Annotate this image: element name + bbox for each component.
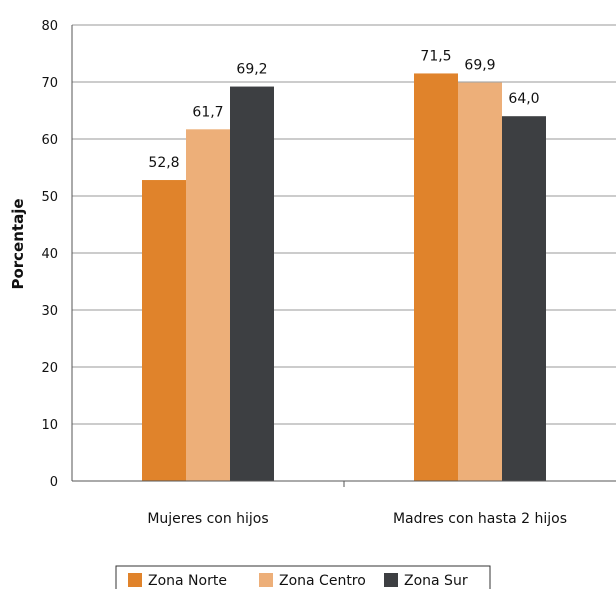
bar: [230, 86, 274, 481]
data-label: 61,7: [192, 104, 223, 120]
axes: [71, 25, 616, 487]
category-labels: Mujeres con hijos Madres con hasta 2 hijo…: [147, 511, 567, 527]
data-label: 69,2: [236, 62, 267, 78]
legend-swatch: [259, 573, 273, 587]
legend: Zona Norte Zona Centro Zona Sur: [115, 565, 491, 589]
y-tick-label: 20: [41, 361, 58, 376]
y-tick-label: 10: [41, 418, 58, 433]
data-label: 71,5: [420, 48, 451, 64]
y-axis-title: Porcentaje: [9, 198, 27, 289]
data-label: 64,0: [508, 91, 539, 107]
data-label: 69,9: [464, 58, 495, 74]
y-tick-label: 80: [41, 19, 58, 34]
y-tick-label: 40: [41, 247, 58, 262]
bar: [414, 73, 458, 481]
y-tick-label: 0: [50, 475, 58, 490]
y-tick-label: 60: [41, 133, 58, 148]
y-tick-label: 30: [41, 304, 58, 319]
bar: [502, 116, 546, 481]
data-labels: 52,8 61,7 69,2 71,5 69,9 64,0: [148, 48, 539, 171]
legend-label: Zona Norte: [148, 573, 227, 589]
data-label: 52,8: [148, 155, 179, 171]
bar: [142, 180, 186, 482]
bar: [186, 129, 230, 481]
category-label: Madres con hasta 2 hijos: [393, 511, 567, 527]
bar: [458, 82, 502, 481]
legend-label: Zona Sur: [404, 573, 468, 589]
category-label: Mujeres con hijos: [147, 511, 268, 527]
legend-swatch: [384, 573, 398, 587]
legend-swatch: [128, 573, 142, 587]
y-axis-ticks: 0 10 20 30 40 50 60 70 80: [41, 19, 58, 490]
bars: [142, 73, 546, 482]
legend-label: Zona Centro: [279, 573, 366, 589]
y-tick-label: 50: [41, 190, 58, 205]
y-tick-label: 70: [41, 76, 58, 91]
